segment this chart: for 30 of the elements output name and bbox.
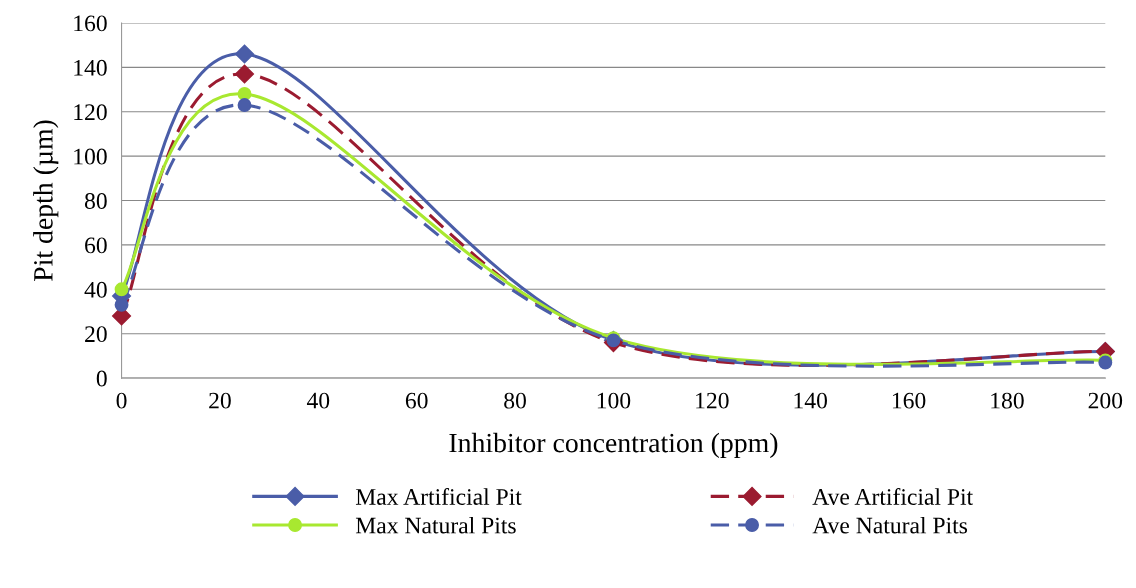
point: [234, 64, 255, 84]
x-tick-label: 20: [209, 392, 231, 409]
x-tick-label: 180: [991, 392, 1024, 409]
x-tick-label: 0: [116, 392, 127, 409]
y-tick-label: 60: [85, 237, 107, 254]
y-tick-label: 80: [84, 193, 107, 209]
y-tick-label: 20: [85, 326, 107, 343]
x-tick-label: 200: [1088, 392, 1123, 409]
point: [237, 98, 252, 113]
x-tick-label: 60: [405, 392, 428, 409]
x-tick-label: 100: [597, 392, 631, 409]
y-axis-title: Pit depth (µm): [33, 120, 59, 282]
x-tick-label: 140: [794, 392, 827, 409]
x-axis-title: Inhibitor concentration (ppm): [449, 432, 778, 459]
y-tick-label: 100: [74, 148, 107, 165]
x-tick-label: 80: [504, 392, 526, 409]
point: [114, 282, 129, 297]
y-tick-label: 140: [74, 59, 107, 76]
legend-label: Ave Artificial Pit: [812, 488, 974, 505]
x-tick-label: 40: [306, 392, 330, 409]
x-tick-label: 160: [892, 392, 926, 409]
legend-label: Ave Natural Pits: [812, 516, 968, 534]
legend-label: Max Natural Pits: [355, 516, 516, 534]
x-tick-label: 120: [696, 392, 729, 409]
legend-label: Max Artificial Pit: [355, 488, 522, 505]
y-tick-label: 120: [74, 104, 107, 121]
point: [234, 44, 255, 64]
y-tick-label: 0: [96, 370, 107, 387]
y-tick-label: 160: [74, 15, 107, 32]
y-tick-label: 40: [84, 281, 107, 298]
